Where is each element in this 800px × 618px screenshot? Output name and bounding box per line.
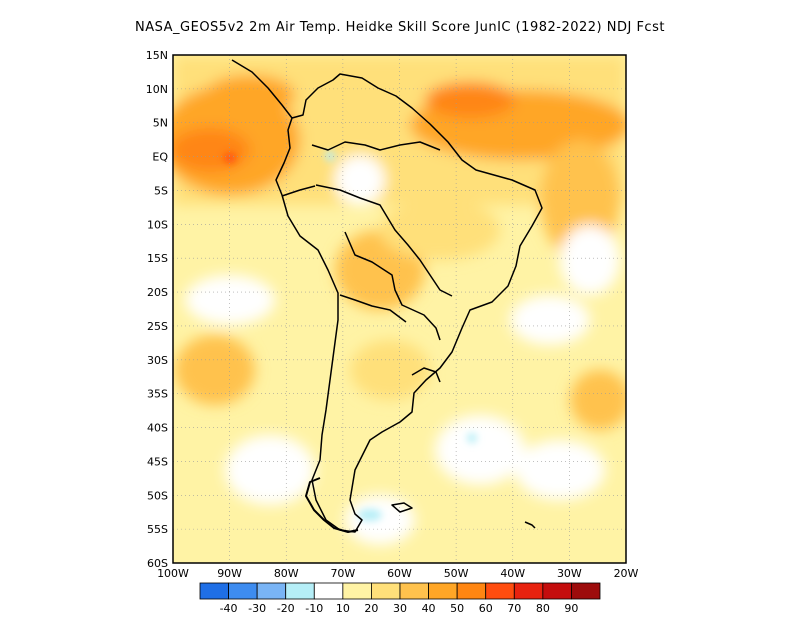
longitude-label: 80W: [274, 567, 299, 580]
longitude-labels: 100W 90W 80W 70W 60W 50W 40W 30W 20W: [157, 567, 638, 580]
latitude-label: EQ: [152, 151, 168, 164]
latitude-label: 5S: [154, 184, 168, 197]
colorbar-swatch: [456, 582, 487, 600]
colorbar-swatch: [342, 582, 372, 600]
map-graticule: [173, 55, 626, 563]
colorbar-label: 60: [479, 602, 493, 615]
colorbar-label: 70: [507, 602, 521, 615]
latitude-label: 40S: [147, 422, 168, 435]
longitude-label: 30W: [557, 567, 582, 580]
latitude-label: 5N: [153, 117, 168, 130]
colorbar-swatch: [542, 582, 572, 600]
latitude-label: 35S: [147, 388, 168, 401]
colorbar-label: -10: [305, 602, 323, 615]
longitude-label: 20W: [614, 567, 639, 580]
longitude-label: 40W: [500, 567, 525, 580]
colorbar-swatch: [256, 582, 287, 600]
latitude-label: 30S: [147, 354, 168, 367]
colorbar-swatch: [485, 582, 515, 600]
map-title: NASA_GEOS5v2 2m Air Temp. Heidke Skill S…: [135, 20, 665, 35]
colorbar-label: 50: [450, 602, 464, 615]
latitude-label: 15N: [146, 49, 168, 62]
colorbar-label: 20: [364, 602, 378, 615]
colorbar-swatch: [371, 582, 401, 600]
coastlines: [231, 59, 543, 533]
latitude-label: 15S: [147, 252, 168, 265]
colorbar-swatch: [571, 582, 601, 600]
skill-field: [173, 55, 626, 563]
colorbar-label: 30: [393, 602, 407, 615]
latitude-label: 55S: [147, 523, 168, 536]
latitude-label: 10S: [147, 218, 168, 231]
latitude-label: 45S: [147, 455, 168, 468]
longitude-label: 100W: [157, 567, 189, 580]
colorbar-swatch: [228, 582, 258, 600]
colorbar-label: -30: [248, 602, 266, 615]
colorbar-label: 90: [564, 602, 578, 615]
latitude-label: 20S: [147, 286, 168, 299]
colorbar: -40 -30 -20 -10 10 20 30 40 50 60 70 80 90: [199, 582, 601, 615]
latitude-label: 10N: [146, 83, 168, 96]
colorbar-swatch: [399, 582, 429, 600]
colorbar-swatch: [313, 582, 344, 600]
colorbar-swatch: [285, 582, 315, 600]
colorbar-swatch: [199, 582, 229, 600]
latitude-label: 25S: [147, 320, 168, 333]
latitude-label: 60S: [147, 557, 168, 570]
longitude-label: 90W: [217, 567, 242, 580]
latitude-labels: 15N 10N 5N EQ 5S 10S 15S 20S 25S 30S 35S 40S 45S 50S 5…: [146, 49, 169, 570]
longitude-label: 50W: [444, 567, 469, 580]
latitude-label: 50S: [147, 489, 168, 502]
colorbar-label: 80: [536, 602, 550, 615]
longitude-label: 60W: [387, 567, 412, 580]
map-frame: [172, 54, 627, 564]
colorbar-swatch: [513, 582, 544, 600]
colorbar-label: -40: [220, 602, 238, 615]
longitude-label: 70W: [330, 567, 355, 580]
colorbar-label: -20: [277, 602, 295, 615]
colorbar-label: 10: [336, 602, 350, 615]
colorbar-swatch: [428, 582, 458, 600]
colorbar-label: 40: [422, 602, 436, 615]
